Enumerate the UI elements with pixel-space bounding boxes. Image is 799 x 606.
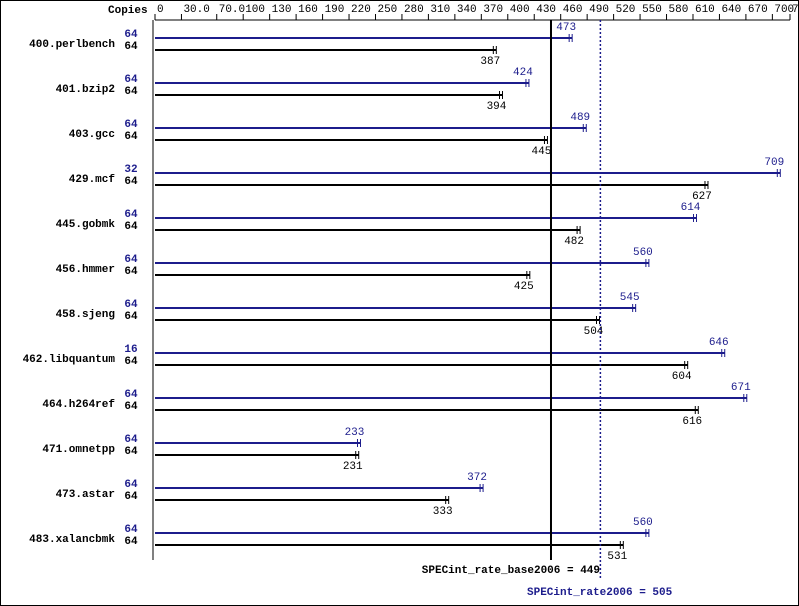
reference-label: SPECint_rate2006 = 505 — [527, 587, 673, 599]
category-label: 429.mcf — [69, 174, 116, 186]
x-tick-label: 250 — [377, 4, 397, 16]
category-label: 400.perlbench — [29, 39, 115, 51]
x-tick-label: 460 — [563, 4, 583, 16]
x-tick-label: 190 — [325, 4, 345, 16]
x-tick-label: 700 — [774, 4, 794, 16]
x-tick-label: 610 — [695, 4, 715, 16]
copies-label: 64 — [124, 356, 138, 368]
copies-label: 64 — [124, 74, 138, 86]
reference-label: SPECint_rate_base2006 = 449 — [422, 565, 600, 577]
value-label: 671 — [731, 382, 751, 394]
x-tick-label: 580 — [669, 4, 689, 16]
copies-label: 64 — [124, 119, 138, 131]
x-tick-label: 310 — [430, 4, 450, 16]
copies-label: 64 — [124, 176, 138, 188]
copies-label: 64 — [124, 41, 138, 53]
copies-label: 64 — [124, 86, 138, 98]
value-label: 560 — [633, 247, 653, 259]
x-tick-label: 160 — [298, 4, 318, 16]
value-label: 394 — [487, 101, 507, 113]
copies-label: 64 — [124, 299, 138, 311]
value-label: 424 — [513, 67, 533, 79]
value-label: 604 — [672, 371, 692, 383]
value-label: 560 — [633, 517, 653, 529]
x-tick-label: 430 — [536, 4, 556, 16]
x-tick-label: 720 — [792, 4, 799, 16]
copies-label: 16 — [124, 344, 137, 356]
category-label: 471.omnetpp — [42, 444, 115, 456]
copies-label: 64 — [124, 389, 138, 401]
value-label: 231 — [343, 461, 363, 473]
copies-label: 64 — [124, 401, 138, 413]
copies-label: 64 — [124, 491, 138, 503]
copies-label: 64 — [124, 311, 138, 323]
x-tick-label: 520 — [616, 4, 636, 16]
x-tick-label: 280 — [404, 4, 424, 16]
copies-label: 64 — [124, 524, 138, 536]
x-tick-label: 30.0 — [183, 4, 209, 16]
x-tick-label: 220 — [351, 4, 371, 16]
value-label: 445 — [532, 146, 552, 158]
value-label: 627 — [692, 191, 712, 203]
x-tick-label: 490 — [589, 4, 609, 16]
category-label: 401.bzip2 — [56, 84, 115, 96]
value-label: 545 — [620, 292, 640, 304]
value-label: 646 — [709, 337, 729, 349]
category-label: 458.sjeng — [56, 309, 115, 321]
x-tick-label: 670 — [748, 4, 768, 16]
copies-label: 64 — [124, 29, 138, 41]
value-label: 616 — [682, 416, 702, 428]
copies-label: 64 — [124, 266, 138, 278]
category-label: 403.gcc — [69, 129, 115, 141]
x-tick-label: 130 — [272, 4, 292, 16]
x-tick-label: 370 — [483, 4, 503, 16]
x-tick-label: 70.0 — [219, 4, 245, 16]
x-tick-label: 100 — [245, 4, 265, 16]
copies-label: 64 — [124, 221, 138, 233]
value-label: 333 — [433, 506, 453, 518]
copies-label: 64 — [124, 131, 138, 143]
copies-label: 32 — [124, 164, 137, 176]
copies-label: 64 — [124, 446, 138, 458]
category-label: 483.xalancbmk — [29, 534, 115, 546]
copies-label: 64 — [124, 479, 138, 491]
category-label: 473.astar — [56, 489, 115, 501]
category-label: 445.gobmk — [56, 219, 116, 231]
axis-label: Copies — [108, 5, 148, 17]
value-label: 482 — [564, 236, 584, 248]
x-tick-label: 550 — [642, 4, 662, 16]
value-label: 489 — [570, 112, 590, 124]
copies-label: 64 — [124, 434, 138, 446]
value-label: 709 — [764, 157, 784, 169]
value-label: 531 — [607, 551, 627, 563]
copies-label: 64 — [124, 536, 138, 548]
x-tick-label: 640 — [721, 4, 741, 16]
value-label: 372 — [467, 472, 487, 484]
x-tick-label: 340 — [457, 4, 477, 16]
copies-label: 64 — [124, 209, 138, 221]
x-tick-label: 400 — [510, 4, 530, 16]
category-label: 456.hmmer — [56, 264, 115, 276]
value-label: 473 — [556, 22, 576, 34]
value-label: 387 — [480, 56, 500, 68]
value-label: 614 — [681, 202, 701, 214]
value-label: 504 — [584, 326, 604, 338]
copies-label: 64 — [124, 254, 138, 266]
category-label: 462.libquantum — [23, 354, 116, 366]
value-label: 425 — [514, 281, 534, 293]
value-label: 233 — [345, 427, 365, 439]
x-tick-label: 0 — [157, 4, 164, 16]
category-label: 464.h264ref — [42, 399, 115, 411]
